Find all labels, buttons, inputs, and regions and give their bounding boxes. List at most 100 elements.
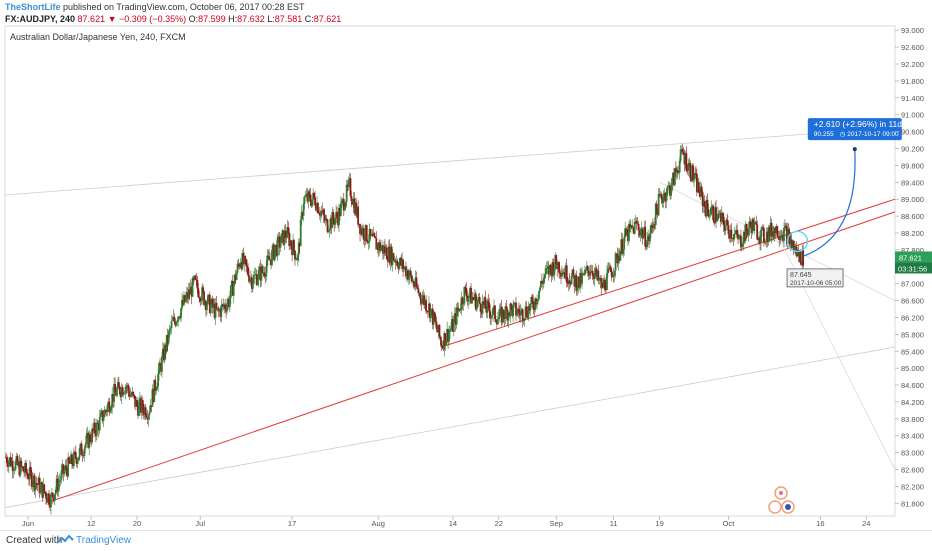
candle-body [115,391,117,396]
candle-body [71,454,73,465]
y-tick-label: 85.400 [901,347,924,356]
candle-body [424,300,427,305]
candle-body [388,246,391,264]
candle-body [274,244,277,250]
candle-body [623,237,626,250]
candle-body [376,243,379,250]
candle-body [685,153,688,171]
candle-body [553,269,556,276]
candle-body [515,302,517,316]
candle-body [315,205,317,211]
candle-body [473,293,476,301]
trendline[interactable] [45,211,896,504]
candle-body [259,266,262,281]
fan-line[interactable] [659,181,896,301]
candle-body [374,236,377,239]
candle-body [317,202,319,213]
candle-body [723,225,726,231]
candle-body [367,241,370,243]
candle-body [330,218,333,229]
candle-body [562,272,565,275]
price-chart[interactable]: +2.610 (+2.96%) in 11d 4h 90.255 ◷ 2017-10… [0,0,932,530]
candle-body [213,304,216,318]
event-flag-icon[interactable] [768,500,782,514]
candle-body [425,300,427,312]
candle-body [491,315,494,316]
candle-body [467,297,470,302]
candle-body [189,286,192,295]
candle-body [328,229,331,232]
candle-body [629,225,632,228]
projection-target[interactable] [852,147,857,152]
candle-body [596,270,599,277]
candle-body [27,473,29,479]
candle-body [761,227,763,230]
candle-body [59,479,62,481]
candle-body [77,457,80,460]
candle-body [124,386,127,394]
channel-line[interactable] [4,126,896,196]
candle-body [295,258,297,260]
candle-body [785,227,788,245]
candle-body [513,302,516,305]
candle-body [188,289,191,295]
highlight-circle-icon[interactable] [786,230,809,253]
candle-body [445,340,448,346]
candle-body [11,460,14,472]
price-axis[interactable]: 81.800 82.200 82.600 83.000 83.400 83.800 84.2… [895,26,932,508]
candle-body [773,227,776,238]
candle-body [600,278,603,289]
annotations[interactable]: +2.610 (+2.96%) in 11d 4h 90.255 ◷ 2017-10… [768,118,914,514]
candle-body [520,309,523,311]
candle-body [691,165,694,181]
candle-body [324,218,327,221]
candle-body [776,226,779,237]
y-tick-label: 82.200 [901,482,924,491]
candle-body [141,400,144,410]
x-tick-label: 11 [610,519,618,528]
candle-body [62,464,65,474]
y-tick-label: 91.000 [901,111,924,120]
candle-body [422,295,425,299]
candle-body [765,231,768,242]
candle-body [632,226,635,234]
projection-box[interactable] [807,118,902,141]
last-price-tag [895,251,932,263]
candle-body [719,213,722,222]
candle-body [60,470,63,480]
candle-body [720,212,723,222]
candle-body [741,243,744,247]
time-axis[interactable]: Jun 12 20 Jul 17 Aug 14 22 Sep 11 19 Oct 16 24 [22,516,871,528]
candle-body [232,283,235,296]
candle-body [381,245,383,248]
candle-body [147,415,150,420]
candle-body [117,382,120,387]
x-tick-label: 24 [862,519,870,528]
candle-body [45,492,48,499]
candle-body [548,264,551,275]
candle-body [401,259,404,266]
channel-line[interactable] [4,346,896,508]
symbol-label[interactable]: FX:AUDJPY, 240 [5,14,76,24]
projection-arrow[interactable] [802,150,856,257]
candle-body [181,300,183,309]
candle-body [613,270,616,276]
price-marker-box[interactable] [786,268,844,288]
trendline[interactable] [441,198,896,348]
close-value: 87.621 [313,14,342,24]
candle-body [58,480,61,483]
candle-body [36,484,39,485]
candle-body [671,178,673,191]
y-tick-label: 90.200 [901,145,924,154]
footer-brand[interactable]: TradingView [76,535,132,546]
candle-body [282,230,285,245]
candle-body [154,379,157,391]
candle-body [316,202,318,211]
candle-body [800,262,803,265]
candle-body [410,275,413,282]
chart-title: Australian Dollar/Japanese Yen, 240, FXC… [10,32,186,42]
candle-body [393,260,396,261]
candle-body [721,212,724,217]
author-link[interactable]: TheShortLife [5,2,61,12]
candle-body [567,280,570,285]
